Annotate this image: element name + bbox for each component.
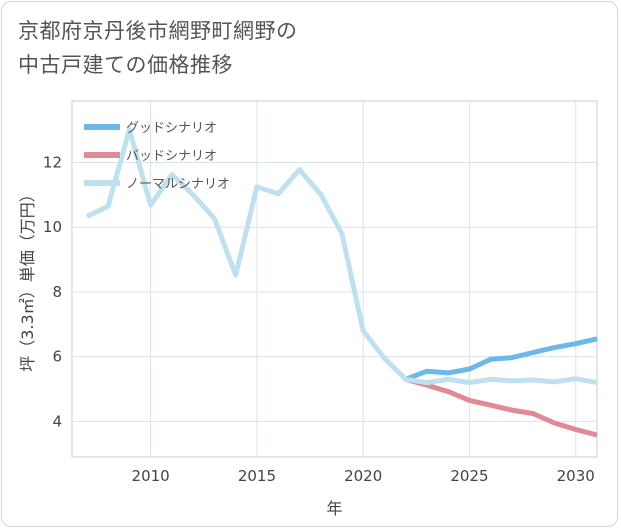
x-tick-label: 2025 [450, 467, 488, 485]
plot-frame [71, 100, 598, 458]
x-tick-label: 2015 [238, 467, 276, 485]
y-tick-label: 8 [52, 283, 62, 301]
series-line-bad [405, 376, 598, 438]
series-line-normal [85, 127, 598, 386]
chart-title: 京都府京丹後市網野町網野の 中古戸建ての価格推移 [18, 14, 598, 82]
chart-title-line-1: 京都府京丹後市網野町網野の [18, 19, 298, 43]
y-tick-label: 4 [52, 412, 62, 430]
y-tick-label: 10 [43, 218, 62, 236]
legend-label-normal: ノーマルシナリオ [126, 177, 230, 192]
x-tick-label: 2030 [557, 467, 595, 485]
grid [71, 100, 598, 458]
chart-title-line-2: 中古戸建ての価格推移 [18, 53, 233, 77]
series-lines [85, 127, 598, 438]
y-tick-label: 12 [43, 153, 62, 171]
x-tick-label: 2010 [132, 467, 170, 485]
axes: 2010 2015 2020 2025 2030 4 6 8 10 12 年 坪（3.3㎡）単価（万円… [18, 153, 595, 518]
legend-label-good: グッドシナリオ [126, 121, 217, 136]
legend-label-bad: バッドシナリオ [126, 149, 217, 164]
series-line-good [404, 336, 598, 382]
x-axis-label: 年 [326, 499, 342, 518]
x-tick-label: 2020 [344, 467, 382, 485]
y-tick-label: 6 [52, 348, 62, 366]
y-axis-label: 坪（3.3㎡）単価（万円） [18, 186, 37, 371]
